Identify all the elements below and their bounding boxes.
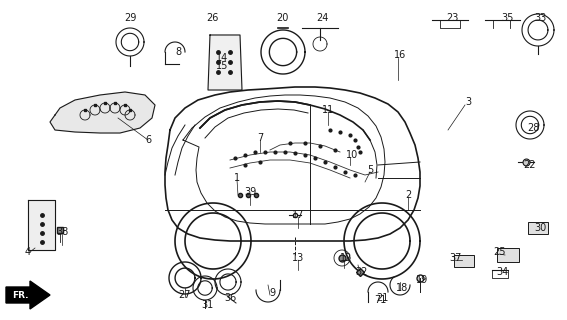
Text: 25: 25 (494, 247, 506, 257)
Text: 34: 34 (496, 267, 508, 277)
Text: 12: 12 (340, 253, 352, 263)
Text: 30: 30 (534, 223, 546, 233)
Text: 71: 71 (374, 295, 386, 305)
Text: 5: 5 (367, 165, 373, 175)
Text: 28: 28 (527, 123, 539, 133)
Text: 2: 2 (405, 190, 411, 200)
Polygon shape (208, 35, 242, 90)
Text: 6: 6 (145, 135, 151, 145)
Text: FR.: FR. (12, 291, 28, 300)
Polygon shape (6, 281, 50, 309)
Text: 9: 9 (269, 288, 275, 298)
Text: 37: 37 (450, 253, 462, 263)
Text: 36: 36 (224, 293, 236, 303)
Text: 20: 20 (276, 13, 288, 23)
Bar (454, 255, 474, 267)
Text: 39: 39 (244, 187, 256, 197)
Text: 17: 17 (292, 210, 304, 220)
Text: 18: 18 (396, 283, 408, 293)
Bar (497, 248, 519, 262)
Polygon shape (50, 92, 155, 133)
Text: 11: 11 (322, 105, 334, 115)
Text: 32: 32 (356, 267, 368, 277)
Text: 35: 35 (502, 13, 514, 23)
Text: 10: 10 (346, 150, 358, 160)
Polygon shape (28, 200, 55, 250)
Text: 16: 16 (394, 50, 406, 60)
Text: 23: 23 (446, 13, 458, 23)
Bar (528, 222, 548, 234)
Text: 4: 4 (25, 247, 31, 257)
Text: 7: 7 (257, 133, 263, 143)
Text: 1: 1 (234, 173, 240, 183)
Text: 29: 29 (124, 13, 136, 23)
Text: 24: 24 (316, 13, 328, 23)
Text: 31: 31 (201, 300, 213, 310)
Text: 13: 13 (292, 253, 304, 263)
Text: 8: 8 (175, 47, 181, 57)
Text: 3: 3 (465, 97, 471, 107)
Text: 15: 15 (216, 61, 228, 71)
Text: 27: 27 (179, 290, 191, 300)
Text: 19: 19 (416, 275, 428, 285)
Text: 26: 26 (206, 13, 218, 23)
Text: 22: 22 (524, 160, 536, 170)
Text: 14: 14 (216, 53, 228, 63)
Text: 38: 38 (56, 227, 68, 237)
Text: 21: 21 (376, 293, 388, 303)
Text: 33: 33 (534, 13, 546, 23)
